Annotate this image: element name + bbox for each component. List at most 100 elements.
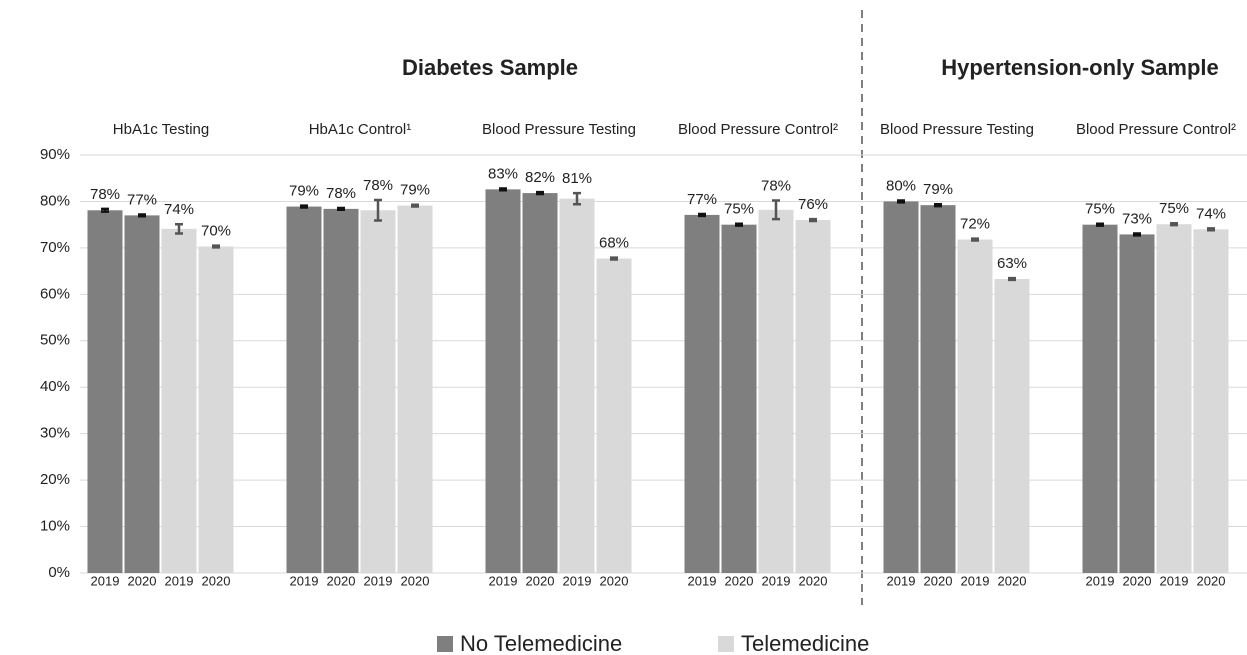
bar bbox=[957, 239, 993, 574]
x-tick-label: 2020 bbox=[998, 573, 1027, 588]
value-label: 75% bbox=[1085, 201, 1115, 218]
x-tick-label: 2019 bbox=[1086, 573, 1115, 588]
value-label: 68% bbox=[599, 235, 629, 252]
value-label: 78% bbox=[363, 177, 393, 194]
value-label: 77% bbox=[687, 191, 717, 208]
y-tick-label: 40% bbox=[40, 378, 70, 395]
x-tick-label: 2020 bbox=[924, 573, 953, 588]
error-bar bbox=[934, 202, 942, 208]
x-tick-label: 2019 bbox=[165, 573, 194, 588]
group-label: Blood Pressure Control² bbox=[1076, 121, 1236, 138]
x-tick-label: 2019 bbox=[688, 573, 717, 588]
bar bbox=[1156, 224, 1192, 574]
error-bar bbox=[1133, 232, 1141, 237]
error-bar bbox=[101, 207, 109, 213]
error-bar bbox=[698, 212, 706, 218]
bar bbox=[883, 201, 919, 573]
error-bar bbox=[971, 237, 979, 242]
x-tick-label: 2020 bbox=[799, 573, 828, 588]
bar bbox=[795, 220, 831, 573]
error-bar bbox=[1170, 222, 1178, 227]
section-title: Diabetes Sample bbox=[402, 55, 578, 80]
value-label: 73% bbox=[1122, 210, 1152, 227]
y-tick-label: 0% bbox=[48, 564, 70, 581]
y-tick-label: 90% bbox=[40, 146, 70, 163]
section-title: Hypertension-only Sample bbox=[941, 55, 1219, 80]
value-label: 75% bbox=[1159, 200, 1189, 217]
x-tick-label: 2019 bbox=[1160, 573, 1189, 588]
y-tick-label: 60% bbox=[40, 285, 70, 302]
bar bbox=[1082, 224, 1118, 573]
value-label: 81% bbox=[562, 170, 592, 187]
value-label: 63% bbox=[997, 255, 1027, 272]
y-tick-label: 80% bbox=[40, 192, 70, 209]
value-label: 74% bbox=[164, 201, 194, 218]
group-label: Blood Pressure Testing bbox=[880, 121, 1034, 138]
value-label: 83% bbox=[488, 165, 518, 182]
x-tick-label: 2020 bbox=[327, 573, 356, 588]
value-label: 82% bbox=[525, 169, 555, 186]
error-bar bbox=[536, 190, 544, 196]
value-label: 79% bbox=[923, 181, 953, 198]
y-tick-label: 30% bbox=[40, 425, 70, 442]
x-tick-label: 2020 bbox=[401, 573, 430, 588]
group-label: HbA1c Control¹ bbox=[309, 121, 412, 138]
legend-label: No Telemedicine bbox=[460, 631, 622, 655]
bar bbox=[684, 214, 720, 573]
x-tick-label: 2019 bbox=[887, 573, 916, 588]
error-bar bbox=[499, 187, 507, 192]
bar bbox=[1119, 234, 1155, 574]
group-label: Blood Pressure Control² bbox=[678, 121, 838, 138]
bar bbox=[522, 193, 558, 573]
error-bar bbox=[411, 203, 419, 208]
bar bbox=[758, 209, 794, 573]
bar bbox=[994, 279, 1030, 573]
x-tick-label: 2020 bbox=[202, 573, 231, 588]
value-label: 78% bbox=[761, 177, 791, 194]
error-bar bbox=[374, 198, 382, 222]
bar bbox=[286, 206, 322, 573]
x-tick-label: 2019 bbox=[762, 573, 791, 588]
error-bar bbox=[337, 206, 345, 212]
bar bbox=[596, 258, 632, 573]
legend-swatch bbox=[437, 636, 453, 652]
x-tick-label: 2020 bbox=[526, 573, 555, 588]
bar bbox=[87, 210, 123, 573]
error-bar bbox=[138, 213, 146, 218]
bar bbox=[721, 224, 757, 573]
error-bar bbox=[175, 222, 183, 235]
value-label: 79% bbox=[400, 182, 430, 199]
error-bar bbox=[809, 217, 817, 223]
bar bbox=[360, 210, 396, 573]
bar bbox=[198, 246, 234, 574]
y-tick-label: 20% bbox=[40, 471, 70, 488]
x-tick-label: 2019 bbox=[563, 573, 592, 588]
value-label: 79% bbox=[289, 183, 319, 200]
value-label: 74% bbox=[1196, 205, 1226, 222]
group-label: HbA1c Testing bbox=[113, 121, 209, 138]
bar bbox=[920, 205, 956, 573]
value-label: 75% bbox=[724, 201, 754, 218]
value-label: 77% bbox=[127, 191, 157, 208]
bar bbox=[323, 208, 359, 573]
error-bar bbox=[573, 191, 581, 206]
legend-label: Telemedicine bbox=[741, 631, 869, 655]
x-tick-label: 2019 bbox=[961, 573, 990, 588]
error-bar bbox=[212, 244, 220, 249]
x-tick-label: 2020 bbox=[128, 573, 157, 588]
error-bar bbox=[300, 204, 308, 209]
x-tick-label: 2020 bbox=[1197, 573, 1226, 588]
x-tick-label: 2020 bbox=[725, 573, 754, 588]
y-tick-label: 50% bbox=[40, 332, 70, 349]
value-label: 78% bbox=[326, 185, 356, 202]
legend-swatch bbox=[718, 636, 734, 652]
bar bbox=[485, 189, 521, 573]
bar bbox=[397, 205, 433, 573]
error-bar bbox=[1096, 222, 1104, 227]
bar bbox=[1193, 229, 1229, 574]
value-label: 80% bbox=[886, 177, 916, 194]
value-label: 76% bbox=[798, 196, 828, 213]
x-tick-label: 2019 bbox=[364, 573, 393, 588]
x-tick-label: 2019 bbox=[489, 573, 518, 588]
